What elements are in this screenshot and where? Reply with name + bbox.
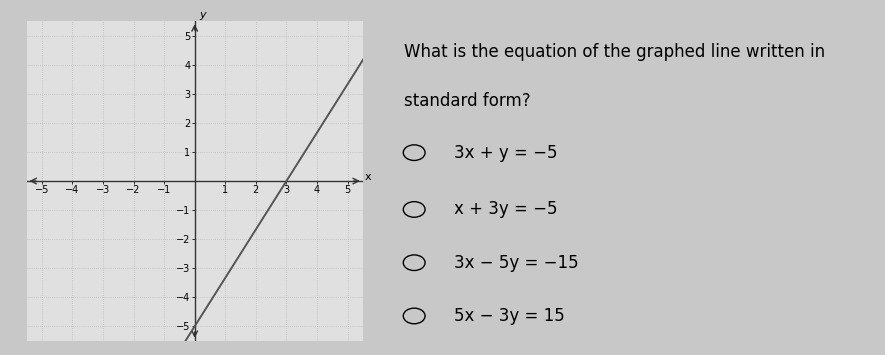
Text: 5x − 3y = 15: 5x − 3y = 15 bbox=[454, 307, 565, 325]
Text: 3x − 5y = −15: 3x − 5y = −15 bbox=[454, 254, 579, 272]
Text: What is the equation of the graphed line written in: What is the equation of the graphed line… bbox=[404, 43, 826, 61]
Text: standard form?: standard form? bbox=[404, 92, 531, 110]
Text: 3x + y = −5: 3x + y = −5 bbox=[454, 144, 558, 162]
Text: x + 3y = −5: x + 3y = −5 bbox=[454, 201, 558, 218]
Text: y: y bbox=[199, 10, 206, 20]
Text: x: x bbox=[365, 172, 371, 182]
